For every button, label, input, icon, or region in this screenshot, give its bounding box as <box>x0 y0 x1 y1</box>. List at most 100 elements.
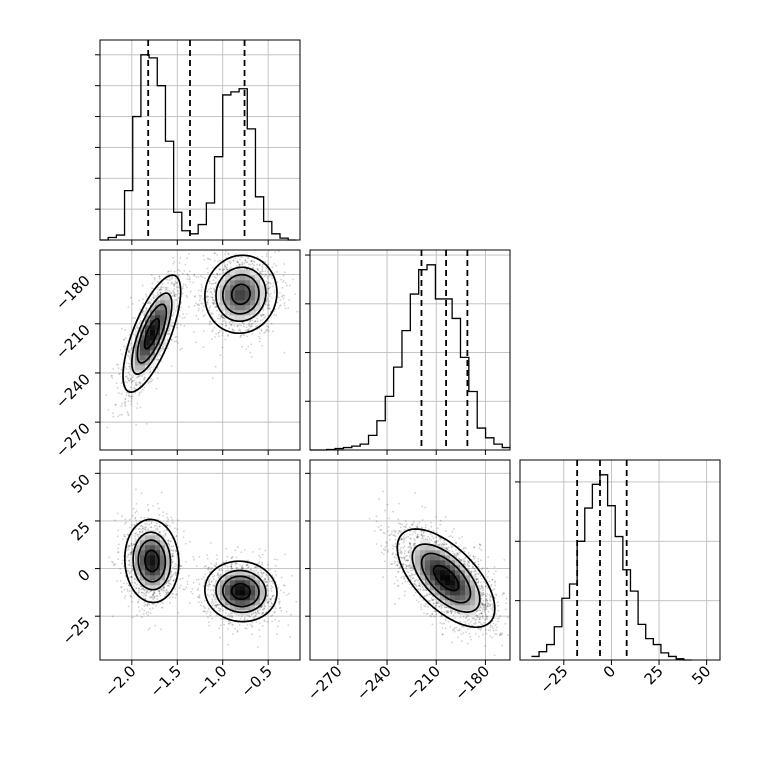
sample-point <box>171 596 174 599</box>
sample-point <box>155 387 158 390</box>
sample-point <box>213 327 216 329</box>
sample-point <box>209 305 212 308</box>
histogram-frame <box>99 39 301 241</box>
sample-point <box>105 394 108 396</box>
sample-point <box>270 322 273 325</box>
sample-point <box>290 613 292 616</box>
sample-point <box>145 307 148 309</box>
sample-point <box>150 274 153 276</box>
sample-point <box>205 565 207 567</box>
sample-point <box>137 606 140 608</box>
sample-point <box>270 615 273 617</box>
sample-point <box>208 323 211 326</box>
sample-point <box>175 286 178 288</box>
sample-point <box>278 620 280 622</box>
sample-point <box>283 304 286 307</box>
sample-point <box>258 629 260 632</box>
sample-point <box>132 317 135 319</box>
sample-point <box>272 330 274 333</box>
sample-point <box>174 336 177 339</box>
sample-point <box>261 255 264 258</box>
sample-point <box>173 527 176 530</box>
sample-point <box>128 389 131 391</box>
sample-point <box>210 568 213 571</box>
sample-point <box>185 560 187 563</box>
sample-point <box>258 332 261 335</box>
sample-point <box>128 395 130 398</box>
sample-point <box>182 285 184 288</box>
sample-point <box>117 392 120 394</box>
sample-point <box>122 582 125 584</box>
sample-point <box>282 281 284 283</box>
sample-point <box>181 272 184 275</box>
sample-point <box>170 270 172 272</box>
y-tick-label: −270 <box>52 419 94 461</box>
sample-point <box>264 331 267 333</box>
sample-point <box>147 509 150 512</box>
sample-point <box>206 557 209 560</box>
sample-point <box>169 525 172 528</box>
sample-point <box>135 510 138 512</box>
sample-point <box>189 281 192 283</box>
sample-point <box>261 265 264 268</box>
sample-point <box>193 273 196 276</box>
sample-point <box>184 588 186 591</box>
sample-point <box>282 279 285 282</box>
sample-point <box>202 610 205 613</box>
sample-point <box>269 568 272 571</box>
sample-point <box>261 318 264 321</box>
sample-point <box>158 275 161 278</box>
sample-point <box>273 263 275 265</box>
sample-point <box>277 296 280 299</box>
sample-point <box>119 568 121 570</box>
sample-point <box>170 282 173 285</box>
sample-point <box>202 315 205 318</box>
sample-point <box>142 378 145 380</box>
sample-point <box>197 309 200 312</box>
sample-point <box>278 603 281 605</box>
sample-point <box>161 286 164 289</box>
sample-point <box>197 289 200 292</box>
sample-point <box>127 413 130 415</box>
sample-point <box>292 278 294 281</box>
sample-point <box>149 612 152 614</box>
sample-point <box>216 272 219 275</box>
sample-point <box>138 392 141 394</box>
sample-point <box>243 334 246 337</box>
sample-point <box>241 345 244 348</box>
sample-point <box>166 278 169 281</box>
sample-point <box>110 375 113 377</box>
sample-point <box>193 296 196 298</box>
sample-point <box>283 294 286 297</box>
sample-point <box>173 270 176 273</box>
sample-point <box>122 339 125 341</box>
sample-point <box>119 349 122 351</box>
sample-point <box>275 574 278 576</box>
histogram-step-line <box>531 474 692 661</box>
sample-point <box>123 345 125 348</box>
sample-point <box>204 277 207 280</box>
sample-point <box>247 559 249 562</box>
sample-point <box>283 271 286 274</box>
sample-point <box>178 315 181 318</box>
sample-point <box>151 379 154 381</box>
sample-point <box>179 257 182 259</box>
sample-point <box>282 274 285 277</box>
sample-point <box>141 616 143 619</box>
sample-point <box>197 578 200 581</box>
histogram-step-line <box>310 264 511 451</box>
sample-point <box>274 607 277 610</box>
sample-point <box>266 274 268 277</box>
sample-point <box>138 375 141 377</box>
sample-point <box>173 293 176 296</box>
sample-point <box>116 580 119 582</box>
sample-point <box>264 261 267 263</box>
sample-point <box>143 609 146 612</box>
sample-point <box>177 519 180 522</box>
sample-point <box>195 341 198 344</box>
sample-point <box>266 277 269 279</box>
sample-point <box>276 270 278 273</box>
sample-point <box>271 574 274 576</box>
sample-point <box>205 295 208 298</box>
sample-point <box>142 298 144 301</box>
